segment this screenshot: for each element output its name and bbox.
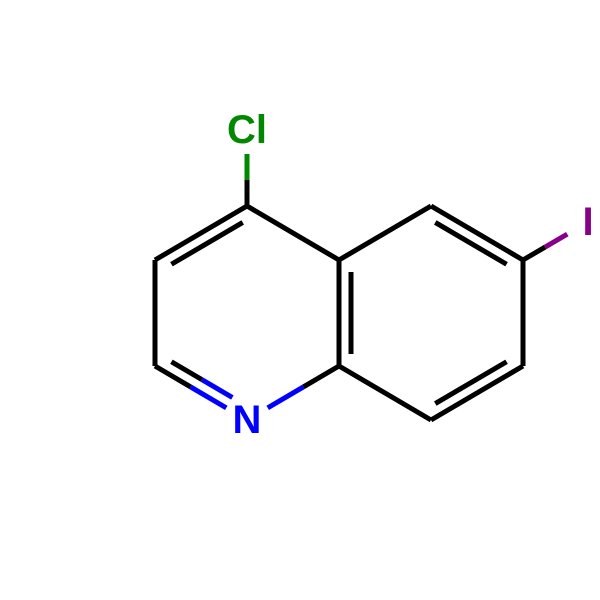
bond — [155, 206, 247, 260]
bond — [247, 206, 339, 260]
bond — [431, 206, 523, 260]
atom-label-i: I — [582, 200, 593, 244]
bond — [339, 366, 431, 420]
bond — [431, 366, 523, 420]
bond — [303, 366, 339, 387]
bond — [339, 206, 431, 260]
bond — [523, 247, 545, 260]
bond — [545, 234, 567, 247]
bond — [268, 387, 304, 408]
molecule-canvas: N Cl I — [0, 0, 600, 600]
atom-label-n: N — [233, 398, 262, 442]
atom-label-cl: Cl — [227, 108, 267, 152]
